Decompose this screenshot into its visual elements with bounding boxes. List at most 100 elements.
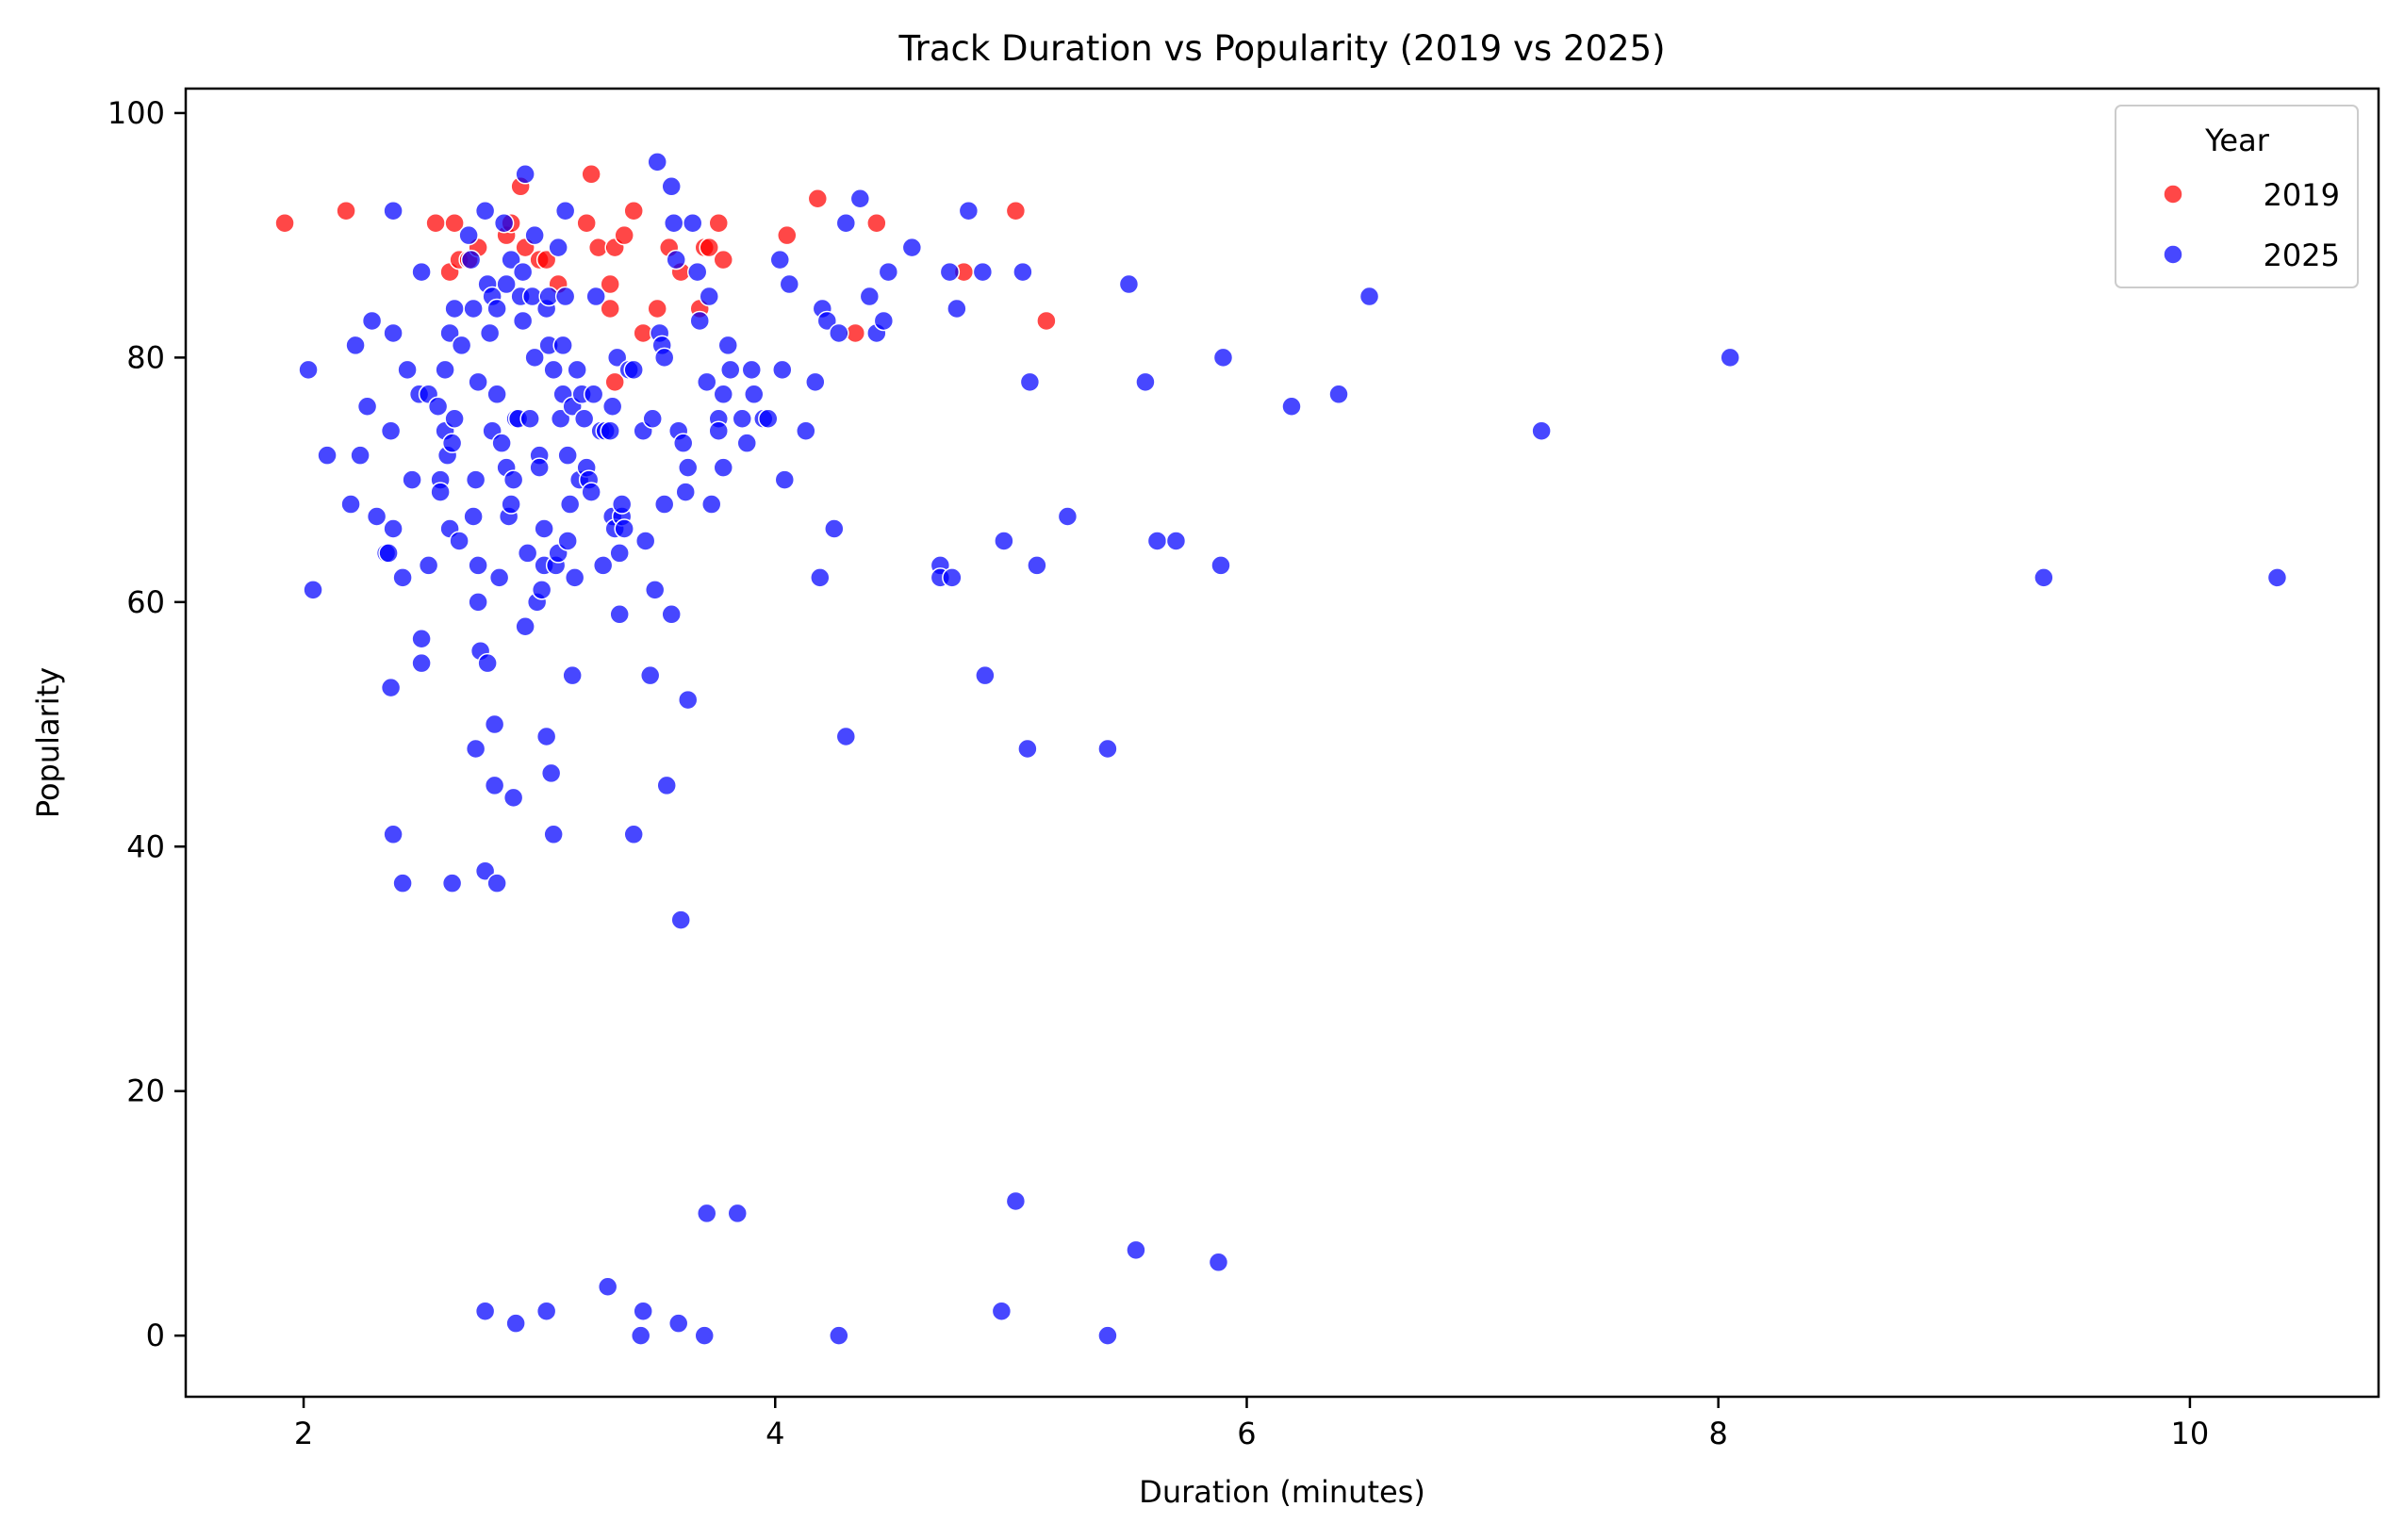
data-point-2025 [975, 664, 996, 686]
data-point-2025 [696, 1203, 717, 1224]
data-point-2025 [515, 616, 535, 637]
data-point-2019 [647, 298, 667, 319]
data-point-2025 [699, 286, 719, 307]
data-point-2025 [878, 261, 899, 283]
data-point-2025 [392, 567, 413, 588]
x-tick-label: 10 [2171, 1416, 2210, 1451]
data-point-2025 [1005, 1190, 1027, 1212]
data-point-2019 [425, 212, 446, 234]
data-point-2025 [380, 420, 402, 441]
data-point-2019 [614, 224, 634, 246]
data-point-2025 [1531, 420, 1552, 441]
data-point-2025 [501, 249, 521, 270]
data-point-2025 [581, 482, 601, 502]
data-point-2025 [535, 726, 557, 747]
y-tick-label: 0 [146, 1318, 165, 1353]
data-point-2025 [554, 200, 576, 221]
x-axis-label: Duration (minutes) [1139, 1474, 1425, 1510]
data-point-2025 [383, 518, 403, 539]
data-point-2025 [1212, 347, 1234, 369]
data-point-2025 [1017, 738, 1038, 760]
data-point-2025 [873, 310, 895, 332]
data-point-2025 [713, 384, 733, 405]
data-point-2025 [441, 873, 463, 893]
data-point-2025 [529, 457, 550, 478]
data-point-2025 [562, 664, 583, 686]
data-point-2025 [458, 224, 479, 246]
data-point-2025 [1013, 261, 1033, 283]
data-point-2025 [947, 298, 967, 319]
data-point-2025 [474, 200, 496, 221]
data-point-2025 [583, 384, 604, 405]
data-point-2025 [524, 224, 545, 246]
data-point-2025 [366, 506, 387, 527]
y-tick-label: 40 [126, 828, 165, 864]
data-point-2025 [601, 396, 623, 418]
data-point-2025 [2034, 567, 2054, 588]
data-point-2025 [524, 347, 545, 369]
data-point-2025 [717, 335, 738, 356]
data-point-2025 [991, 1301, 1013, 1321]
data-point-2025 [402, 469, 422, 490]
x-tick-label: 8 [1709, 1416, 1728, 1451]
y-axis-label: Popularity [30, 667, 66, 818]
x-tick-label: 4 [766, 1416, 784, 1451]
data-point-2019 [777, 224, 798, 246]
data-point-2025 [829, 322, 849, 344]
data-point-2025 [675, 482, 696, 502]
legend-label-2025: 2025 [2264, 238, 2340, 273]
data-point-2025 [543, 359, 564, 381]
legend: Year 2019 2025 [2115, 105, 2359, 288]
data-point-2025 [1097, 1325, 1118, 1346]
data-point-2025 [901, 237, 923, 258]
data-point-2025 [465, 469, 486, 490]
data-point-2025 [512, 261, 534, 283]
data-point-2025 [484, 713, 505, 735]
data-point-2025 [758, 408, 779, 429]
data-point-2025 [411, 652, 432, 674]
data-point-2019 [274, 212, 295, 234]
data-point-2025 [380, 677, 402, 698]
data-point-2025 [534, 518, 554, 539]
data-point-2025 [345, 335, 366, 356]
data-point-2025 [444, 298, 465, 319]
data-point-2025 [451, 335, 472, 356]
data-point-2025 [540, 762, 562, 784]
data-point-2025 [488, 567, 510, 588]
data-point-2025 [383, 200, 403, 221]
data-point-2025 [515, 164, 535, 185]
data-point-2019 [713, 249, 733, 270]
data-point-2025 [1328, 384, 1349, 405]
data-point-2025 [700, 494, 722, 515]
data-point-2019 [604, 371, 625, 393]
data-point-2025 [496, 273, 517, 295]
data-point-2025 [677, 457, 699, 478]
data-point-2025 [2266, 567, 2288, 588]
data-point-2025 [805, 371, 826, 393]
data-point-2019 [708, 212, 729, 234]
data-point-2025 [694, 1325, 715, 1346]
data-point-2025 [1720, 347, 1740, 369]
data-point-2025 [519, 408, 540, 429]
data-point-2025 [477, 652, 498, 674]
data-point-2025 [340, 494, 361, 515]
data-point-2025 [501, 494, 521, 515]
data-point-2025 [696, 371, 717, 393]
data-point-2025 [614, 518, 634, 539]
data-point-2025 [512, 310, 534, 332]
legend-marker-2019 [2163, 184, 2183, 205]
data-point-2025 [1135, 371, 1156, 393]
data-point-2025 [449, 531, 469, 551]
data-point-2025 [573, 408, 595, 429]
data-point-2025 [585, 286, 606, 307]
data-point-2025 [397, 359, 418, 381]
data-point-2025 [939, 261, 961, 283]
data-point-2025 [1097, 738, 1118, 760]
data-point-2025 [550, 408, 571, 429]
data-point-2025 [630, 1325, 651, 1346]
data-point-2019 [576, 212, 597, 234]
data-point-2019 [444, 212, 465, 234]
data-point-2025 [732, 408, 753, 429]
data-point-2025 [719, 359, 741, 381]
